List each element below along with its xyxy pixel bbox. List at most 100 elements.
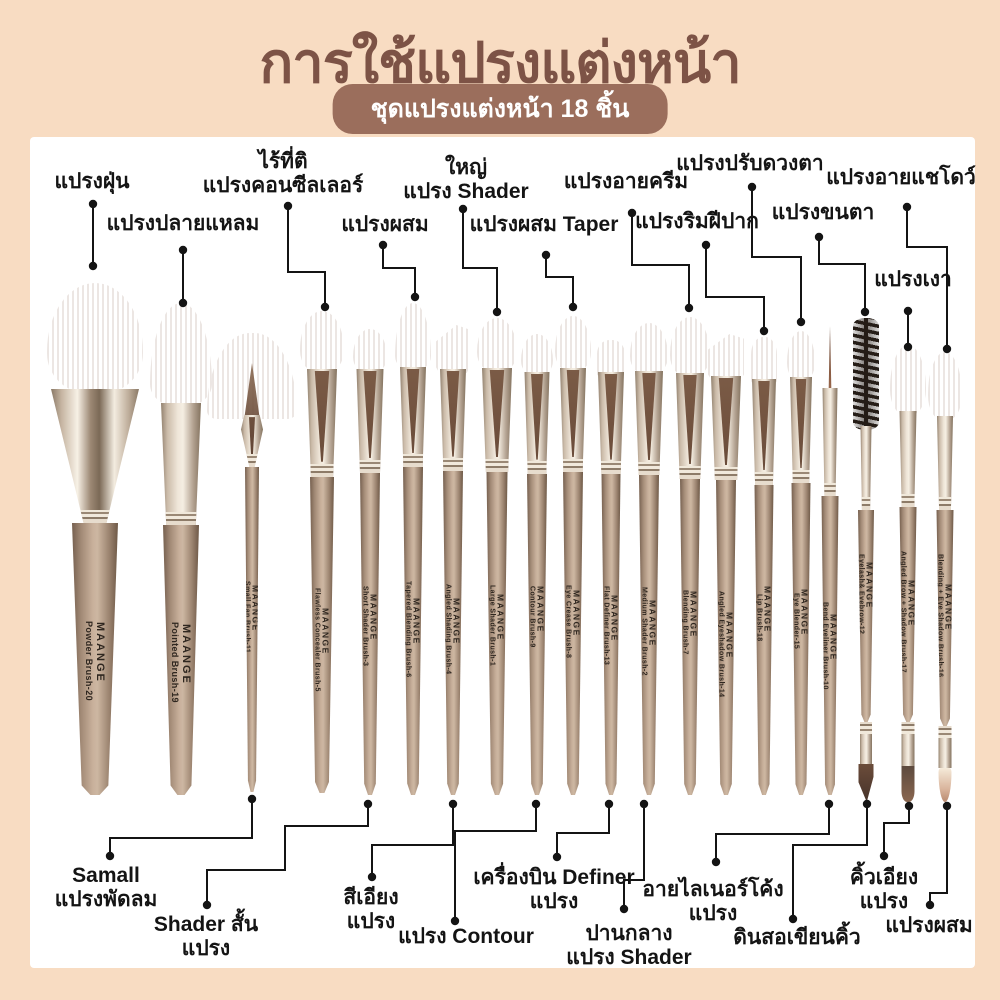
bend-eyeliner-brush-10-handle: MAANGE Bend Eyeliner Brush-10 [821, 496, 839, 795]
eyelash-eyebrow-12-brand-text: MAANGE [864, 562, 875, 610]
label-top-1: แปรงปลายแหลม [106, 212, 260, 235]
blending-eye-shadow-brush-16-ferrule [937, 416, 953, 510]
pointed-brush-19-brand-text: MAANGE [180, 624, 192, 685]
contour-brush-9-brand-text: MAANGE [535, 585, 546, 633]
label-top-6: แปรงอายครีม [563, 170, 689, 193]
eye-blender-15-brand-text: MAANGE [799, 589, 810, 637]
contour-brush-9-handle-text: MAANGE Contour Brush-9 [529, 570, 546, 648]
angled-shading-brush-4-handle-text: MAANGE Angled Shading Brush-4 [445, 568, 462, 674]
label-top-11: แปรงเงา [874, 268, 952, 291]
lip-brush-18-brand-text: MAANGE [762, 586, 773, 634]
blending-eye-shadow-brush-16-bristle-head [928, 352, 962, 420]
label-bottom-6: อายไลเนอร์โค้ง แปรง [642, 878, 784, 926]
bend-eyeliner-brush-10-brand-text: MAANGE [828, 614, 839, 661]
medium-shader-brush-2-bristle-head [630, 323, 668, 375]
label-bottom-0: Samall แปรงพัดลม [54, 864, 158, 912]
blending-eye-shadow-brush-16-brand-text: MAANGE [943, 584, 954, 632]
eye-blender-15-bristle-head [787, 331, 815, 381]
powder-brush-20-bristle-head [47, 283, 143, 393]
eye-crease-brush-8-handle-text: MAANGE Eye Crease Brush-8 [565, 569, 582, 658]
angled-brow-shadow-brush-17-brand-text: MAANGE [906, 580, 917, 628]
angled-brow-shadow-brush-17-handle: MAANGE Angled Brow + Shadow Brush-17 [899, 507, 917, 722]
tapered-blending-brush-6-handle-text: MAANGE Tapered Blending Brush-6 [405, 565, 422, 678]
pointed-brush-19-ferrule [161, 403, 201, 525]
eyelash-eyebrow-12-lower-ferrule [860, 722, 872, 764]
label-bottom-1: Shader สั้น แปรง [153, 913, 259, 961]
pointed-brush-19-name-text: Pointed Brush-19 [170, 622, 180, 703]
small-fan-brush-11-brand-text: MAANGE [250, 585, 261, 632]
blending-eye-shadow-brush-16-name-text: Blending + Eye Shadow Brush-16 [936, 554, 944, 678]
blending-brush-7-handle: MAANGE Blending Brush-7 [680, 479, 700, 795]
short-shader-brush-3-bristle-head [353, 329, 387, 373]
eye-crease-brush-8-name-text: Eye Crease Brush-8 [564, 584, 572, 659]
blending-eye-shadow-brush-16-lower-tip [938, 768, 952, 802]
small-fan-brush-11-handle: MAANGE Small Fan Brush-11 [245, 467, 259, 792]
flat-definer-brush-13-bristle-head [597, 340, 625, 376]
eyelash-eyebrow-12-ferrule [860, 426, 872, 510]
lip-brush-18-handle-text: MAANGE Lip Brush-18 [755, 578, 773, 642]
eye-crease-brush-8-ferrule [560, 368, 586, 472]
medium-shader-brush-2-brand-text: MAANGE [647, 600, 658, 647]
eyelash-eyebrow-12-handle: MAANGE Eyelash& Eyebrow-12 [858, 510, 874, 722]
tapered-blending-brush-6-handle: MAANGE Tapered Blending Brush-6 [403, 467, 423, 795]
eye-crease-brush-8-brand-text: MAANGE [571, 590, 582, 637]
medium-shader-brush-2-name-text: Medium Shader Brush-2 [640, 587, 648, 676]
bend-eyeliner-brush-10-ferrule [822, 388, 838, 496]
label-top-9: แปรงขนตา [771, 201, 875, 224]
large-shader-brush-1-handle-text: MAANGE Large Shader Brush-1 [489, 569, 506, 666]
label-bottom-9: แปรงผสม [885, 914, 973, 937]
eye-crease-brush-8-bristle-head [555, 316, 591, 372]
label-top-0: แปรงฝุ่น [54, 170, 130, 193]
lip-brush-18-handle: MAANGE Lip Brush-18 [754, 485, 774, 795]
label-top-10: แปรงอายแชโดว์ [826, 166, 976, 189]
angled-eyeshadow-brush-14-brand-text: MAANGE [724, 612, 735, 660]
eye-blender-15-name-text: Eye Blender-15 [792, 592, 800, 649]
large-shader-brush-1-handle: MAANGE Large Shader Brush-1 [486, 472, 508, 795]
label-top-3: แปรงผสม [341, 213, 429, 236]
powder-brush-20-brand-text: MAANGE [94, 622, 106, 684]
lip-brush-18-name-text: Lip Brush-18 [755, 594, 763, 642]
powder-brush-20-handle-text: MAANGE Powder Brush-20 [84, 605, 106, 701]
flawless-concealer-brush-5-ferrule [307, 369, 337, 477]
lip-brush-18-bristle-head [751, 337, 777, 383]
page-title: การใช้แปรงแต่งหน้า [259, 31, 741, 94]
bend-eyeliner-brush-10-name-text: Bend Eyeliner Brush-10 [821, 601, 829, 690]
label-top-8: แปรงปรับดวงตา [676, 152, 824, 175]
label-bottom-5: ปานกลาง แปรง Shader [566, 922, 692, 970]
tapered-blending-brush-6-brand-text: MAANGE [411, 598, 422, 646]
angled-shading-brush-4-handle: MAANGE Angled Shading Brush-4 [443, 471, 463, 795]
large-shader-brush-1-ferrule [482, 368, 512, 472]
angled-brow-shadow-brush-17-lower-ferrule [901, 722, 915, 766]
bend-eyeliner-brush-10-bristle-head [828, 326, 832, 392]
medium-shader-brush-2-handle: MAANGE Medium Shader Brush-2 [639, 475, 659, 795]
label-bottom-4: เครื่องบิน Definer แปรง [473, 866, 635, 914]
powder-brush-20-name-text: Powder Brush-20 [84, 620, 94, 701]
eyelash-eyebrow-12-name-text: Eyelash& Eyebrow-12 [857, 553, 865, 634]
blending-brush-7-ferrule [676, 373, 704, 479]
tapered-blending-brush-6-name-text: Tapered Blending Brush-6 [404, 581, 412, 678]
blending-eye-shadow-brush-16-handle-text: MAANGE Blending + Eye Shadow Brush-16 [937, 538, 954, 677]
set-count-badge: ชุดแปรงแต่งหน้า 18 ชิ้น [332, 84, 668, 134]
flat-definer-brush-13-ferrule [598, 372, 624, 474]
label-top-5: แปรงผสม Taper [469, 213, 619, 236]
angled-brow-shadow-brush-17-bristle-head [890, 345, 926, 415]
medium-shader-brush-2-handle-text: MAANGE Medium Shader Brush-2 [641, 571, 658, 676]
eyelash-eyebrow-12-handle-text: MAANGE Eyelash& Eyebrow-12 [857, 538, 875, 634]
short-shader-brush-3-ferrule [356, 369, 384, 473]
label-top-2: ไร้ที่ติ แปรงคอนซีลเลอร์ [202, 150, 364, 198]
short-shader-brush-3-handle-text: MAANGE Short Shader Brush-3 [362, 570, 379, 666]
contour-brush-9-handle: MAANGE Contour Brush-9 [527, 474, 547, 795]
blending-eye-shadow-brush-16-lower-ferrule [938, 726, 952, 768]
eyelash-eyebrow-12-bristle-head [853, 318, 879, 430]
eye-blender-15-handle: MAANGE Eye Blender-15 [791, 483, 811, 795]
label-bottom-2: สีเอียง แปรง [343, 886, 399, 934]
short-shader-brush-3-brand-text: MAANGE [368, 594, 379, 642]
pointed-brush-19-handle-text: MAANGE Pointed Brush-19 [170, 606, 192, 703]
flat-definer-brush-13-handle: MAANGE Flat Definer Brush-13 [601, 474, 621, 795]
flawless-concealer-brush-5-name-text: Flawless Concealer Brush-5 [313, 587, 321, 692]
bend-eyeliner-brush-10-handle-text: MAANGE Bend Eyeliner Brush-10 [822, 586, 839, 690]
medium-shader-brush-2-ferrule [635, 371, 663, 475]
angled-eyeshadow-brush-14-ferrule [711, 376, 741, 480]
eye-crease-brush-8-handle: MAANGE Eye Crease Brush-8 [563, 472, 583, 795]
